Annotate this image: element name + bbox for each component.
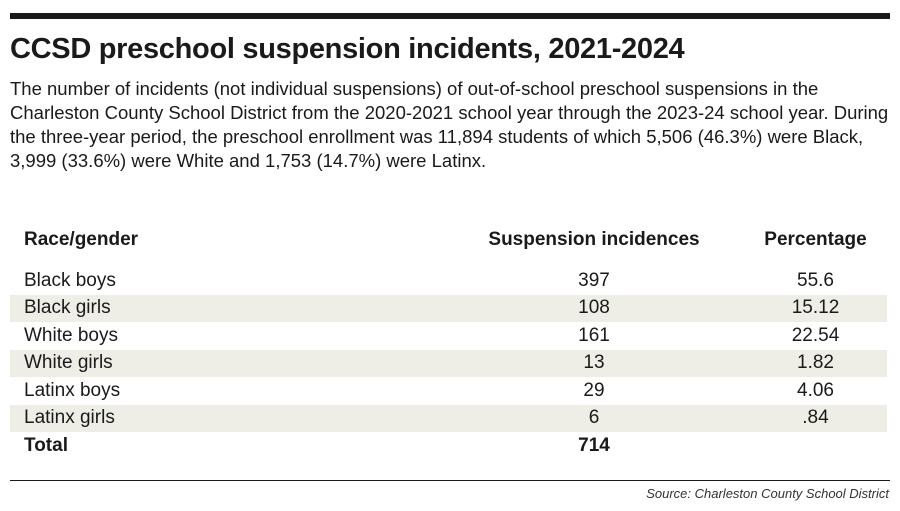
row-percentage-value: 15.12 [744, 294, 887, 322]
row-incidences-value: 29 [583, 379, 605, 401]
row-percentage-value: 55.6 [797, 269, 834, 291]
table-row: Black girls 108 15.12 [10, 294, 887, 322]
row-group-label: White girls [10, 349, 444, 377]
row-incidences-value: 397 [578, 269, 610, 291]
row-incidences-value: 6 [444, 404, 744, 432]
total-percentage [744, 432, 887, 460]
source-note: Source: Charleston County School Distric… [646, 486, 889, 501]
row-group-label: Latinx girls [10, 404, 444, 432]
chart-description: The number of incidents (not individual … [10, 78, 889, 171]
table-row: White boys 161 22.54 [10, 322, 887, 350]
table-row: Black boys 397 55.6 [10, 267, 887, 295]
row-group-label: Latinx boys [24, 379, 121, 401]
suspension-table: Race/gender Suspension incidences Percen… [10, 229, 887, 460]
table-body: Black boys 397 55.6 Black girls 108 15.12 Whit… [10, 267, 887, 432]
bottom-rule [10, 480, 890, 481]
row-percentage-value: 1.82 [744, 349, 887, 377]
column-header-percentage: Percentage [764, 229, 867, 250]
row-incidences-value: 108 [444, 294, 744, 322]
top-rule [10, 13, 890, 19]
column-header-suspension-incidences: Suspension incidences [488, 229, 700, 250]
total-incidences: 714 [578, 434, 610, 456]
row-group-label: Black boys [24, 269, 116, 291]
table-row: Latinx girls 6.84 [10, 404, 887, 432]
row-percentage-value: 22.54 [791, 324, 840, 346]
total-label: Total [24, 434, 68, 456]
row-group-label: Black girls [10, 294, 444, 322]
column-header-race-gender: Race/gender [24, 229, 139, 250]
table-row: White girls 13 1.82 [10, 349, 887, 377]
row-group-label: White boys [24, 324, 118, 346]
table-total-row: Total 714 [10, 432, 887, 460]
row-percentage-value: 4.06 [797, 379, 834, 401]
row-percentage-value: .84 [744, 404, 887, 432]
table-row: Latinx boys 29 4.06 [10, 377, 887, 405]
row-incidences-value: 161 [578, 324, 610, 346]
table-header-row: Race/gender Suspension incidences Percen… [10, 229, 887, 267]
row-incidences-value: 13 [444, 349, 744, 377]
chart-title: CCSD preschool suspension incidents, 202… [10, 33, 685, 65]
